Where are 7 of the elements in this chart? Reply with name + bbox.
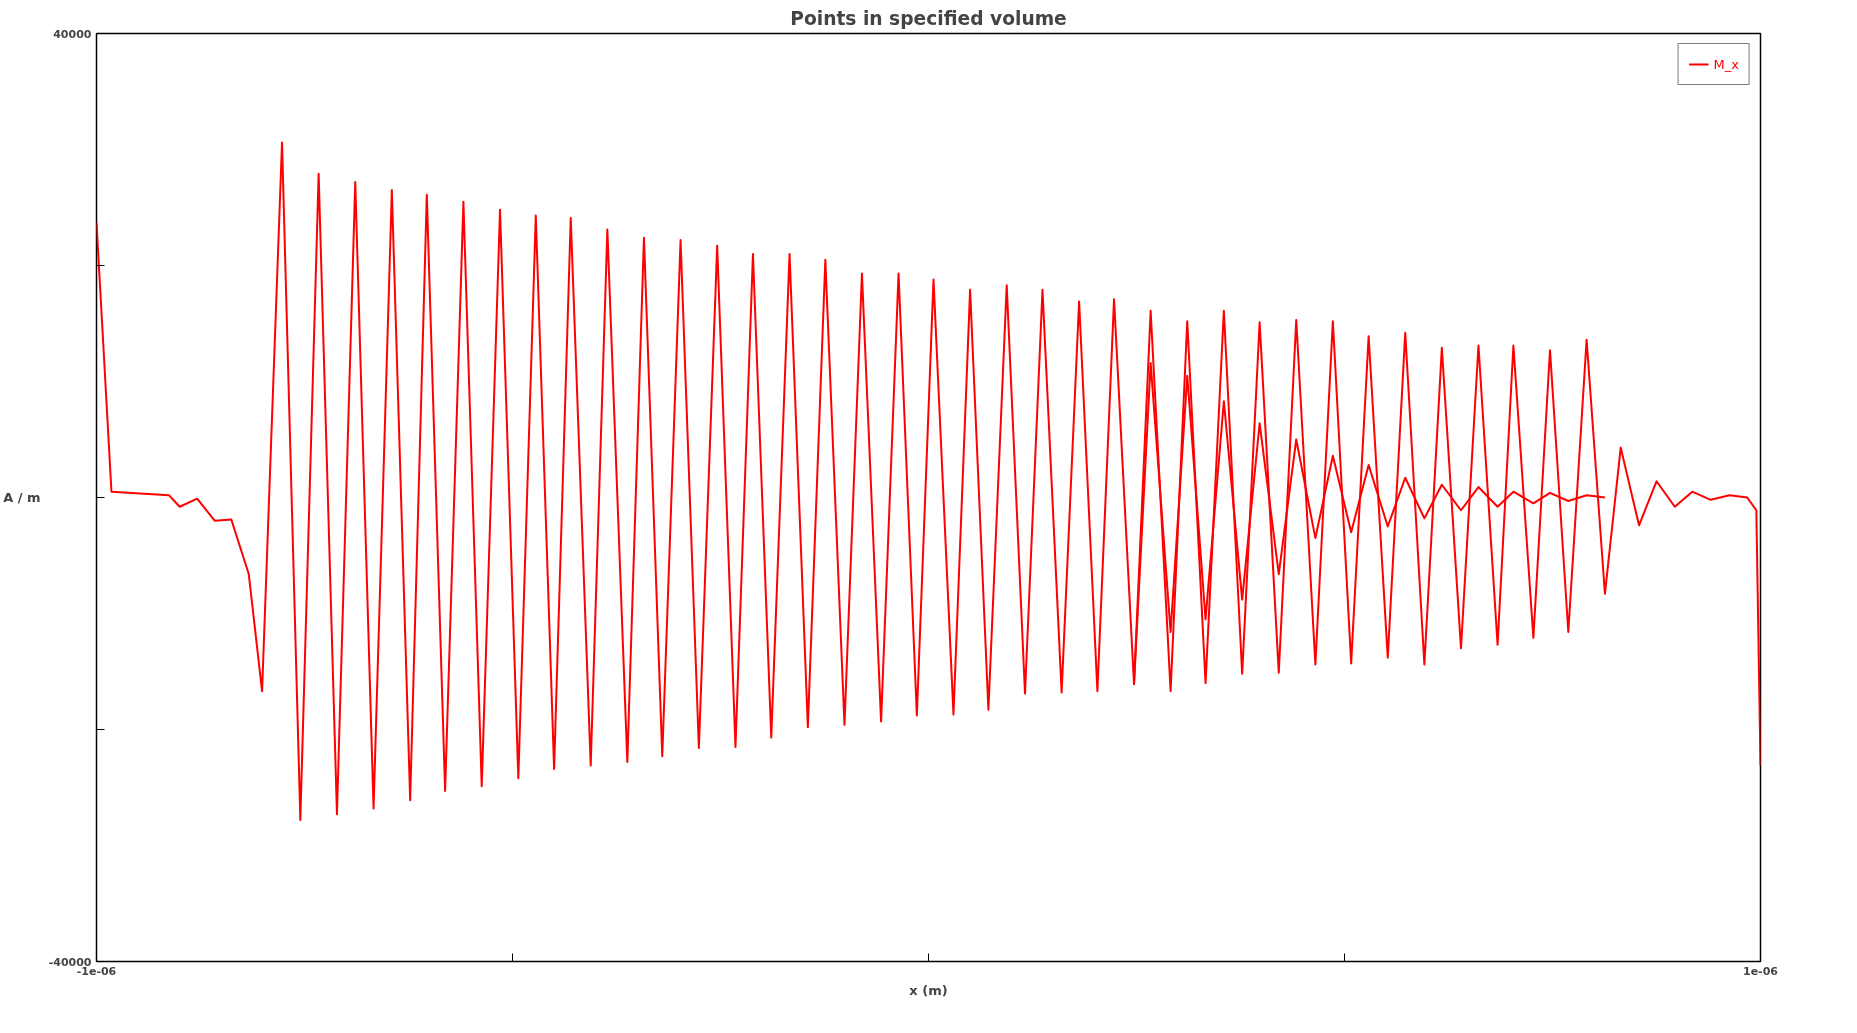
- chart-title: Points in specified volume: [790, 7, 1067, 29]
- y-tick-label: 40000: [53, 27, 92, 41]
- x-tick-label: -1e-06: [76, 964, 117, 978]
- y-axis-title: A / m: [3, 490, 41, 505]
- x-tick-label: 1e-06: [1743, 964, 1779, 978]
- x-axis-title: x (m): [909, 982, 948, 998]
- legend-label: M_x: [1713, 56, 1739, 72]
